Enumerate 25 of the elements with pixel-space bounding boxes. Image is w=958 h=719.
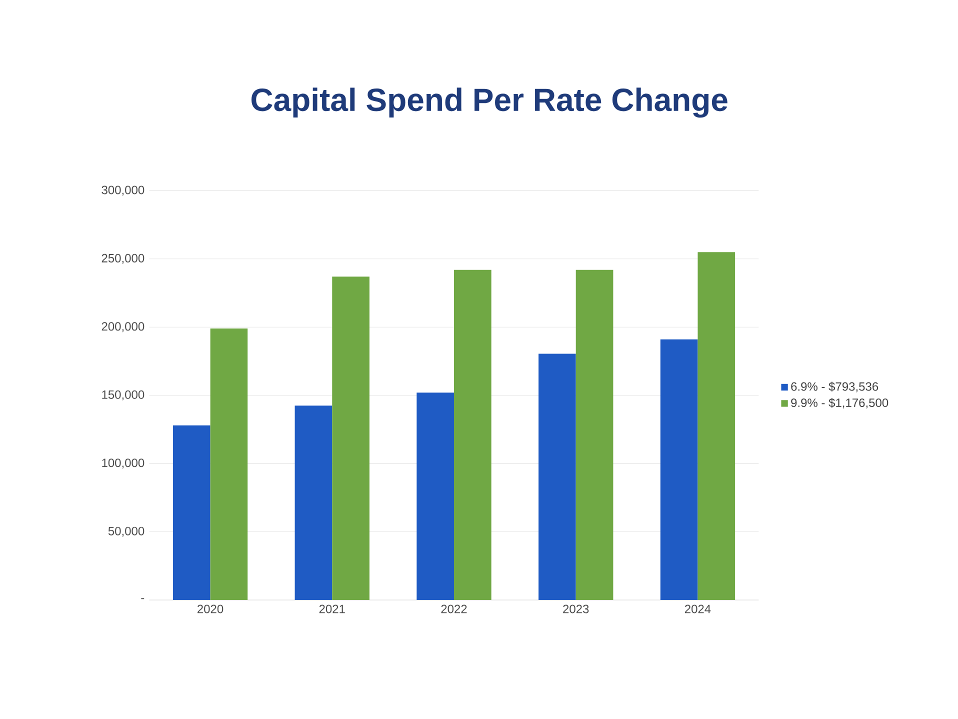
legend-label: 9.9% - $1,176,500 [791,398,888,408]
y-tick-label: 100,000 [102,458,144,469]
bar [698,252,736,600]
legend-label: 6.9% - $793,536 [791,382,878,392]
x-tick-label: 2023 [563,604,589,614]
chart-title: Capital Spend Per Rate Change [251,88,728,118]
y-tick-label: 300,000 [102,186,144,196]
bar [416,392,454,600]
y-tick-label: 200,000 [102,322,144,332]
y-tick-label: 250,000 [102,254,144,264]
y-tick-label: - [141,598,144,600]
x-tick-label: 2020 [198,604,224,614]
bar [538,354,576,600]
x-tick-label: 2024 [684,604,711,614]
bar [332,276,370,600]
bar [210,328,248,600]
y-tick-label: 150,000 [102,390,144,400]
bar [576,270,614,600]
x-tick-label: 2021 [319,604,345,614]
bar [294,406,332,600]
y-tick-label: 50,000 [108,526,144,537]
x-tick-label: 2022 [441,604,467,614]
bar [172,425,210,600]
bar [454,270,492,600]
bar [660,339,698,600]
